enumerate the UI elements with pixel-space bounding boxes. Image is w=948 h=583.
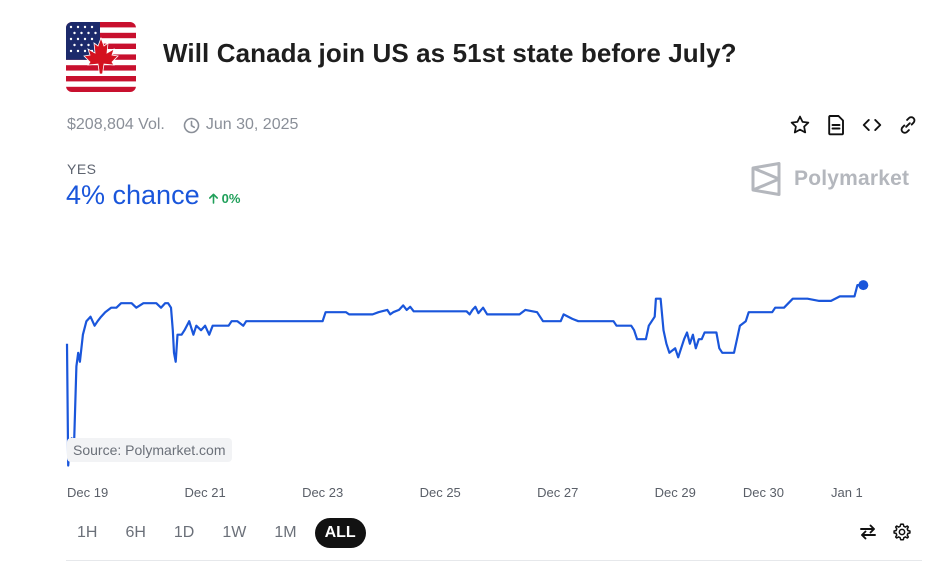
latest-point-marker [858, 280, 869, 291]
chance-value: 4% chance [66, 180, 200, 210]
code-icon[interactable] [860, 113, 884, 137]
market-actions [788, 113, 920, 137]
chance-display: 4% chance 0% [66, 180, 240, 211]
x-tick-label: Dec 27 [537, 485, 579, 500]
link-icon[interactable] [896, 113, 920, 137]
volume-text: $208,804 Vol. [67, 116, 165, 133]
clock-icon [183, 117, 200, 133]
range-1h[interactable]: 1H [77, 524, 98, 541]
swap-arrows-icon[interactable] [858, 522, 878, 547]
market-meta: $208,804 Vol. Jun 30, 2025 [67, 116, 298, 134]
range-1m[interactable]: 1M [274, 524, 297, 541]
range-all[interactable]: ALL [314, 518, 366, 548]
series-line-yes [65, 284, 864, 467]
gear-icon[interactable] [892, 522, 912, 547]
time-range-selector: 1H 6H 1D 1W 1M ALL [67, 518, 366, 548]
star-icon[interactable] [788, 113, 812, 137]
end-date: Jun 30, 2025 [183, 116, 299, 134]
range-1w[interactable]: 1W [222, 524, 247, 541]
source-label: Source: Polymarket.com [67, 438, 232, 462]
chance-change-text: 0% [221, 191, 241, 206]
market-logo [66, 22, 136, 92]
x-tick-label: Dec 21 [184, 485, 226, 500]
range-1d[interactable]: 1D [173, 524, 195, 541]
range-6h[interactable]: 6H [125, 524, 146, 541]
arrow-up-icon [208, 193, 218, 204]
x-tick-label: Dec 29 [654, 485, 696, 500]
x-tick-label: Dec 19 [67, 485, 109, 500]
bottom-divider [66, 560, 922, 561]
us-flag-maple-leaf-logo-icon [66, 22, 136, 92]
polymarket-logo-icon [751, 162, 781, 196]
document-icon[interactable] [824, 113, 848, 137]
chart-tools [858, 522, 912, 547]
x-tick-label: Dec 23 [302, 485, 344, 500]
brand-name: Polymarket [794, 167, 910, 190]
outcome-label: YES [67, 161, 97, 177]
end-date-text: Jun 30, 2025 [205, 116, 299, 133]
x-tick-label: Jan 1 [830, 485, 863, 500]
polymarket-watermark: Polymarket [750, 162, 909, 196]
market-title: Will Canada join US as 51st state before… [163, 38, 737, 68]
x-tick-label: Dec 30 [742, 485, 785, 500]
chance-change: 0% [208, 191, 241, 206]
x-tick-label: Dec 25 [419, 485, 461, 500]
